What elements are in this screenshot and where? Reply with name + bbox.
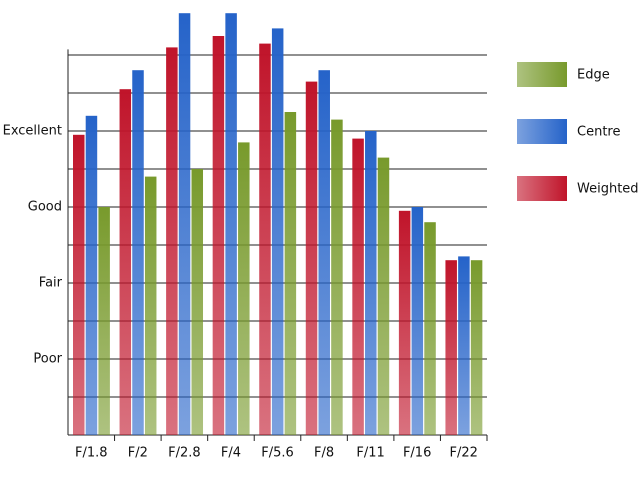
y-tick-label: Good: [28, 200, 62, 215]
bar: [458, 256, 470, 435]
x-tick-label: F/22: [450, 446, 478, 461]
y-tick-label: Excellent: [3, 124, 62, 139]
legend-label: Centre: [577, 125, 620, 140]
x-tick-label: F/8: [314, 446, 334, 461]
bar: [259, 43, 271, 435]
bar: [445, 260, 457, 435]
bar: [85, 115, 98, 436]
bar: [305, 81, 318, 435]
bar: [98, 207, 110, 435]
legend-swatch: [517, 62, 567, 87]
bar: [352, 138, 364, 435]
bar: [212, 36, 225, 435]
legend-swatch: [517, 176, 567, 201]
x-tick-label: F/5.6: [261, 446, 294, 461]
bar: [398, 210, 411, 435]
x-tick-label: F/11: [356, 446, 384, 461]
bar: [470, 260, 483, 435]
x-tick-label: F/2.8: [168, 446, 201, 461]
x-tick-label: F/16: [403, 446, 431, 461]
legend-swatch: [517, 119, 567, 144]
bar: [144, 176, 157, 435]
bar: [331, 119, 343, 435]
x-tick-label: F/2: [128, 446, 148, 461]
bar: [284, 112, 297, 435]
bar: [411, 207, 424, 435]
bar: [132, 70, 144, 435]
bar: [225, 13, 237, 435]
legend-label: Weighted: [577, 182, 639, 197]
bar: [191, 169, 204, 435]
y-tick-label: Poor: [33, 352, 62, 367]
legend-label: Edge: [577, 68, 610, 83]
bar: [166, 47, 178, 436]
bar: [271, 28, 284, 436]
bar: [119, 89, 132, 435]
bar: [73, 134, 85, 436]
bar: [424, 222, 436, 435]
bar: [365, 131, 377, 435]
bar: [377, 157, 390, 435]
bar: [178, 13, 191, 435]
y-tick-label: Fair: [39, 276, 63, 291]
x-tick-label: F/4: [221, 446, 241, 461]
bar: [238, 142, 250, 435]
x-tick-label: F/1.8: [75, 446, 108, 461]
bar: [318, 70, 330, 435]
